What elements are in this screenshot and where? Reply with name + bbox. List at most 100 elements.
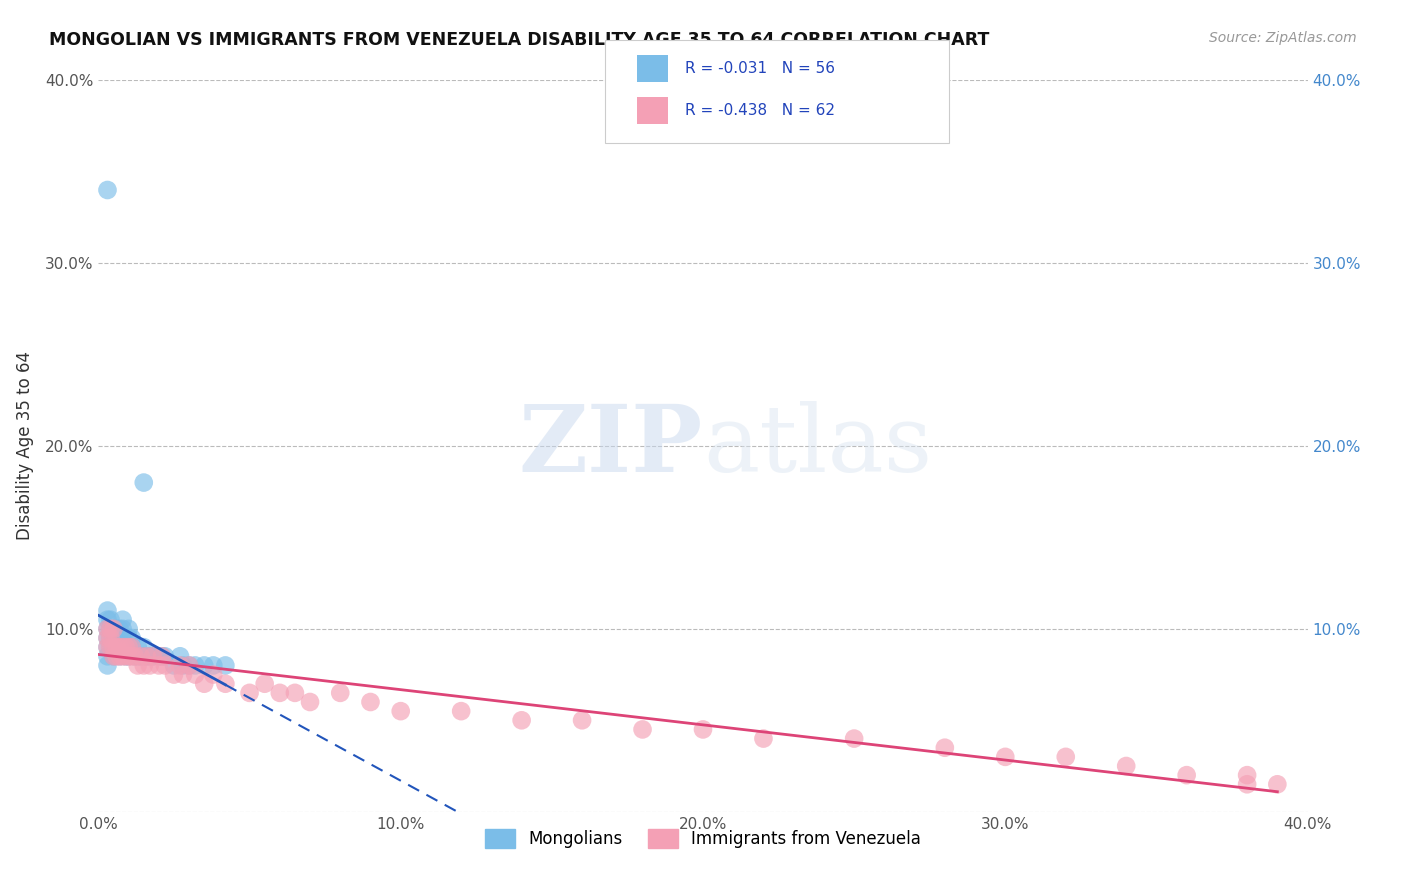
Point: [118, 640, 141, 655]
Text: ZIP: ZIP: [519, 401, 703, 491]
Point: [1267, 777, 1289, 791]
Point: [118, 631, 141, 645]
Point: [284, 686, 307, 700]
Point: [127, 658, 149, 673]
Point: [124, 649, 146, 664]
Point: [100, 631, 122, 645]
Point: [172, 667, 194, 681]
Point: [299, 695, 322, 709]
Point: [108, 640, 131, 655]
Text: Source: ZipAtlas.com: Source: ZipAtlas.com: [1209, 31, 1357, 45]
Point: [153, 649, 176, 664]
Point: [132, 475, 155, 490]
Point: [132, 658, 155, 673]
Point: [111, 640, 134, 655]
Point: [135, 649, 157, 664]
Point: [96, 613, 118, 627]
Point: [111, 649, 134, 664]
Point: [163, 658, 186, 673]
Point: [96, 649, 118, 664]
Point: [96, 640, 118, 655]
Point: [103, 649, 125, 664]
Point: [114, 640, 136, 655]
Point: [389, 704, 412, 718]
Point: [121, 649, 143, 664]
Point: [142, 649, 165, 664]
Point: [108, 640, 131, 655]
Point: [100, 622, 122, 636]
Point: [148, 649, 170, 664]
Point: [108, 631, 131, 645]
Point: [100, 640, 122, 655]
Point: [118, 649, 141, 664]
Point: [103, 640, 125, 655]
Point: [114, 649, 136, 664]
Y-axis label: Disability Age 35 to 64: Disability Age 35 to 64: [15, 351, 34, 541]
Point: [169, 649, 191, 664]
Point: [96, 631, 118, 645]
Point: [127, 649, 149, 664]
Point: [105, 640, 128, 655]
Point: [163, 667, 186, 681]
Point: [111, 622, 134, 636]
Point: [111, 613, 134, 627]
Point: [121, 640, 143, 655]
Point: [202, 658, 225, 673]
Point: [103, 649, 125, 664]
Point: [100, 622, 122, 636]
Point: [96, 640, 118, 655]
Point: [934, 740, 956, 755]
Point: [96, 658, 118, 673]
Point: [253, 676, 276, 690]
Point: [510, 714, 533, 728]
Legend: Mongolians, Immigrants from Venezuela: Mongolians, Immigrants from Venezuela: [478, 822, 928, 855]
Point: [103, 622, 125, 636]
Point: [103, 622, 125, 636]
Point: [139, 658, 162, 673]
Point: [121, 631, 143, 645]
Point: [129, 649, 152, 664]
Point: [631, 723, 654, 737]
Point: [269, 686, 291, 700]
Point: [135, 649, 157, 664]
Point: [150, 649, 173, 664]
Point: [103, 631, 125, 645]
Point: [114, 640, 136, 655]
Point: [114, 649, 136, 664]
Point: [108, 649, 131, 664]
Point: [692, 723, 714, 737]
Point: [111, 640, 134, 655]
Point: [96, 183, 118, 197]
Point: [127, 640, 149, 655]
Point: [844, 731, 866, 746]
Point: [108, 649, 131, 664]
Point: [132, 649, 155, 664]
Point: [214, 676, 236, 690]
Point: [100, 640, 122, 655]
Point: [142, 649, 165, 664]
Point: [148, 658, 170, 673]
Point: [100, 613, 122, 627]
Text: R = -0.031   N = 56: R = -0.031 N = 56: [685, 62, 835, 76]
Point: [118, 622, 141, 636]
Point: [752, 731, 775, 746]
Point: [139, 649, 162, 664]
Point: [96, 622, 118, 636]
Point: [172, 658, 194, 673]
Text: R = -0.438   N = 62: R = -0.438 N = 62: [685, 103, 835, 119]
Point: [329, 686, 352, 700]
Point: [214, 658, 236, 673]
Point: [132, 640, 155, 655]
Point: [202, 667, 225, 681]
Point: [111, 631, 134, 645]
Point: [96, 622, 118, 636]
Point: [179, 658, 201, 673]
Point: [118, 640, 141, 655]
Point: [239, 686, 262, 700]
Point: [96, 603, 118, 617]
Point: [450, 704, 472, 718]
Point: [118, 649, 141, 664]
Point: [1236, 768, 1258, 782]
Point: [153, 658, 176, 673]
Point: [105, 622, 128, 636]
